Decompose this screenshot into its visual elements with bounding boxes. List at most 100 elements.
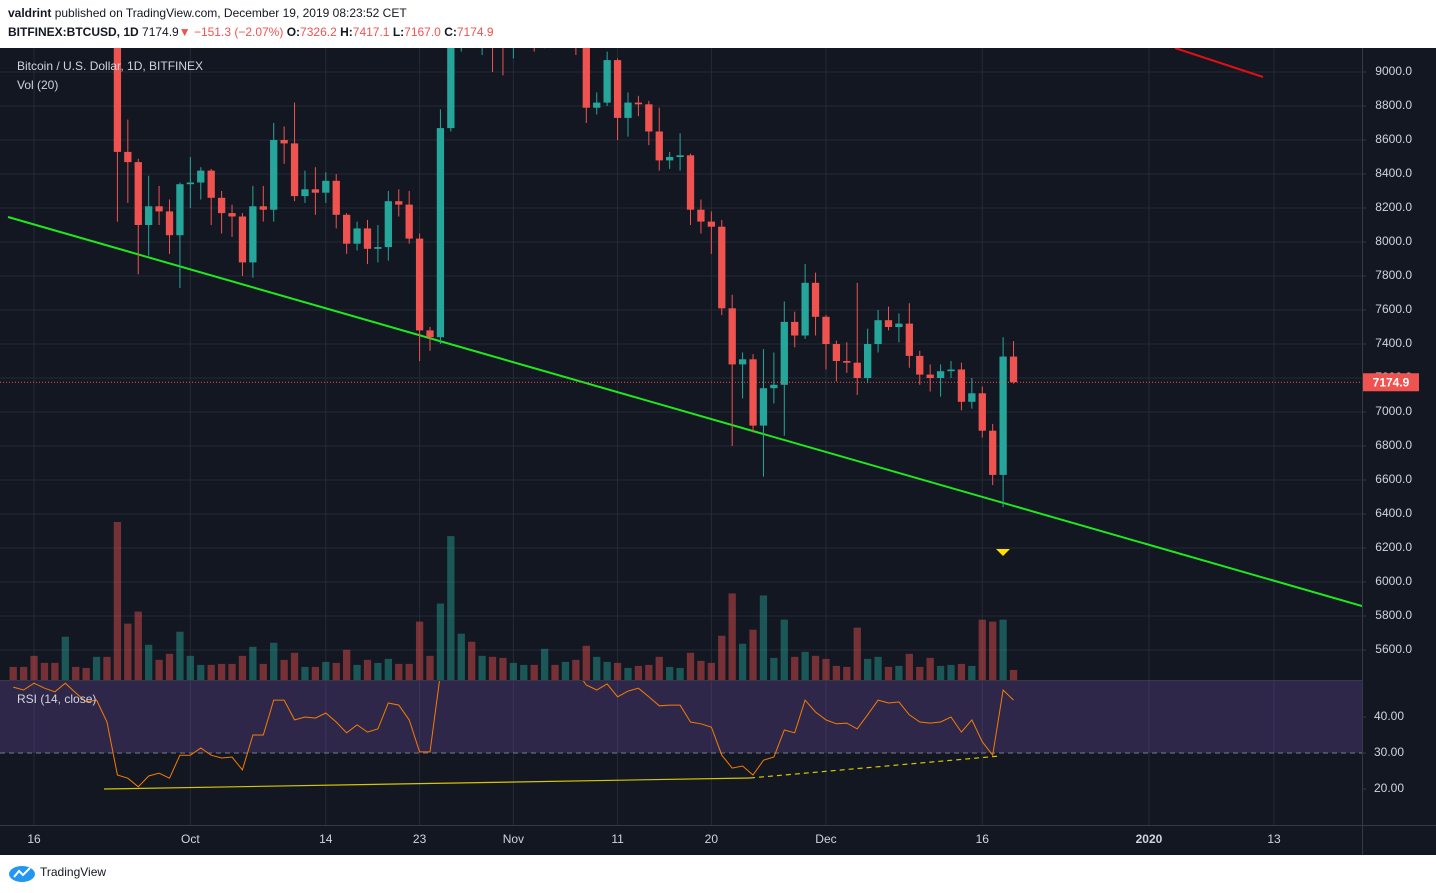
- candle-body: [770, 384, 778, 389]
- last-price-box: [1363, 373, 1419, 392]
- volume-bar: [832, 665, 841, 680]
- y-tick-label: 7400.0: [1375, 336, 1412, 350]
- trend-line: [1174, 48, 1264, 78]
- volume-bar: [770, 657, 778, 680]
- volume-bar: [40, 662, 49, 680]
- candle-body: [645, 104, 653, 132]
- volume-bar: [478, 655, 486, 680]
- volume-bar: [374, 662, 382, 680]
- volume-bar: [843, 666, 851, 680]
- volume-bar: [165, 653, 174, 680]
- volume-bar: [499, 657, 507, 680]
- volume-bar: [72, 666, 80, 680]
- x-tick-label: 16: [27, 832, 41, 846]
- volume-bar: [853, 627, 861, 680]
- candle-body: [363, 228, 372, 249]
- candle-body: [843, 360, 851, 363]
- volume-bar: [561, 661, 570, 680]
- candle-body: [801, 282, 809, 336]
- volume-bar: [864, 658, 872, 680]
- volume-bar: [738, 643, 747, 680]
- published: published on TradingView.com, December 1…: [55, 6, 408, 20]
- brand[interactable]: TradingView: [40, 865, 106, 879]
- volume-bar: [280, 659, 288, 680]
- candle-body: [165, 211, 174, 236]
- candle-body: [968, 393, 976, 402]
- volume-bar: [916, 666, 924, 680]
- volume-bar: [749, 629, 757, 680]
- volume-bar: [655, 656, 663, 680]
- candle-body: [426, 330, 434, 338]
- volume-bar: [134, 611, 142, 680]
- volume-bar: [895, 665, 903, 680]
- candle-body: [593, 102, 601, 108]
- volume-bar: [176, 631, 184, 680]
- y-tick-label: 6400.0: [1375, 506, 1412, 520]
- marker: [996, 549, 1010, 556]
- x-tick-label: 16: [976, 832, 990, 846]
- candle-body: [759, 388, 768, 426]
- x-tick-label: 11: [611, 832, 624, 846]
- candle-body: [238, 216, 247, 263]
- candle-body: [217, 197, 226, 214]
- candle-body: [811, 282, 820, 317]
- footer-bar: [0, 855, 1436, 893]
- trend-line: [103, 777, 751, 790]
- volume-bar: [874, 656, 882, 680]
- candle-body: [864, 343, 872, 378]
- volume-bar: [301, 666, 309, 680]
- volume-bar: [509, 662, 518, 680]
- candle-body: [655, 131, 663, 161]
- volume-bar: [186, 655, 194, 680]
- y-tick-label: 5600.0: [1375, 642, 1412, 656]
- volume-bar: [457, 633, 465, 680]
- rsi-title: RSI (14, close): [17, 692, 96, 706]
- volume-bar: [540, 648, 549, 680]
- candle-body: [832, 343, 841, 361]
- volume-bar: [468, 641, 476, 680]
- change: −151.3 (−2.07%): [194, 25, 283, 39]
- candle-body: [384, 201, 392, 248]
- candle-body: [926, 374, 934, 378]
- ohlc-key: O:: [287, 25, 300, 39]
- candle-body: [405, 204, 413, 239]
- candle-body: [853, 362, 861, 378]
- volume-bar: [978, 619, 986, 680]
- volume-bar: [989, 621, 997, 680]
- y-tick-label: 6600.0: [1375, 472, 1412, 486]
- y-tick-label: 6000.0: [1375, 574, 1412, 588]
- candle-body: [145, 206, 153, 226]
- volume-bar: [905, 653, 913, 680]
- candle-body: [738, 359, 747, 365]
- candle-body: [301, 189, 309, 197]
- volume-bar: [322, 661, 330, 680]
- author: valdrint: [8, 6, 51, 20]
- volume-bar: [436, 603, 445, 680]
- y-tick-label: 8400.0: [1375, 166, 1412, 180]
- volume-bar: [19, 666, 28, 680]
- candle-body: [436, 128, 445, 338]
- x-tick-label: 2020: [1136, 832, 1163, 846]
- candle-body: [728, 308, 736, 365]
- volume-bar: [488, 656, 497, 680]
- volume-bar: [217, 663, 226, 680]
- volume-bar: [968, 665, 976, 680]
- ohlc-value: 7326.2: [300, 25, 337, 39]
- volume-bar: [686, 652, 695, 680]
- volume-bar: [363, 659, 372, 680]
- x-tick-label: 23: [413, 832, 427, 846]
- candle-body: [332, 180, 340, 215]
- candle-body: [249, 206, 257, 263]
- volume-bar: [1009, 669, 1018, 680]
- candle-body: [613, 60, 622, 118]
- ohlc-value: 7174.9: [457, 25, 494, 39]
- candle-body: [978, 393, 986, 431]
- volume-bar: [145, 644, 153, 680]
- volume-bar: [384, 658, 392, 680]
- volume-bar: [332, 662, 340, 680]
- ohlc-key: L:: [393, 25, 404, 39]
- rsi-tick-label: 20.00: [1374, 781, 1404, 795]
- candle-body: [343, 214, 351, 244]
- y-tick-label: 8000.0: [1375, 234, 1412, 248]
- volume-bar: [447, 536, 455, 680]
